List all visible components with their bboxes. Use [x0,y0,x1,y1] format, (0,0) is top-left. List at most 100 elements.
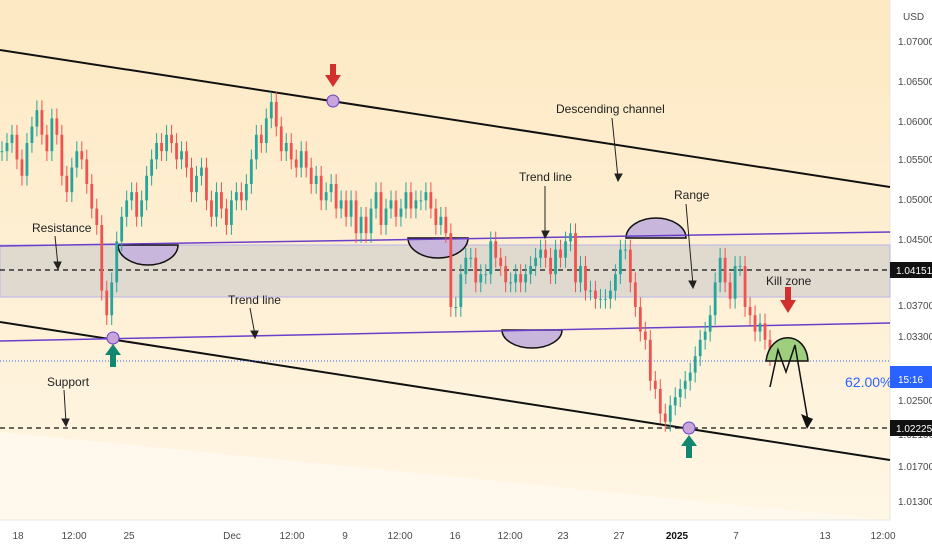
y-tick-label: 1.07000 [898,37,932,48]
candle-body [234,192,238,201]
candle-body [0,151,4,153]
pointer-trend-upper-head [541,230,550,240]
time-axis-panel [0,520,932,550]
projection-arrow-head [801,414,813,429]
x-tick-label: 2025 [666,531,689,542]
candle-body [364,216,368,234]
candle-body [80,151,84,160]
red-arrow-killzone-icon [780,287,796,313]
candle-body [743,265,747,307]
x-tick-label: 12:00 [497,531,522,542]
candle-body [334,183,338,209]
candle-body [389,200,393,209]
candle-body [479,274,483,283]
candle-body [559,249,562,258]
candle-body [10,134,14,143]
label-trend-line-upper: Trend line [519,170,572,184]
candle-body [614,274,617,291]
candle-body [633,282,637,307]
y-tick-label: 1.06000 [898,117,932,128]
candle-body [230,200,233,225]
timer-text: 15:16 [898,375,923,386]
candle-body [618,249,622,275]
y-tick-label: 1.01300 [898,497,932,508]
candle-body [5,142,9,152]
candle-body [519,274,523,283]
candle-body [434,208,438,225]
candle-body [514,274,518,283]
candle-body [678,388,682,398]
candle-body [738,265,742,267]
label-fib: 62.00% [845,374,892,390]
candle-body [728,282,732,299]
candle-body [379,192,383,225]
candle-body [190,167,193,193]
candle-body [763,323,767,340]
pointer-support [63,389,67,424]
candle-body [459,274,463,307]
candle-body [723,257,727,283]
candle-body [269,101,273,119]
candle-body [100,224,104,291]
candle-body [569,233,572,242]
pointer-range [685,203,694,286]
candle-body [115,241,119,283]
candle-body [50,118,54,152]
candle-body [439,216,443,225]
range-bubble-1 [117,244,179,266]
candle-body [499,257,503,266]
candle-body [45,134,49,152]
candle-body [648,339,652,381]
candle-body [599,298,602,300]
x-tick-label: 12:00 [387,531,412,542]
candle-body [130,192,134,201]
candle-body [404,192,408,209]
y-tick-label: 1.05500 [898,155,932,166]
candle-body [698,339,702,357]
touch-point-left [106,331,120,345]
y-tick-label: 1.02500 [898,396,932,407]
candle-body [544,249,547,258]
candle-body [564,241,567,258]
candle-body [254,134,258,160]
candle-body [30,126,34,143]
support-price-text: 1.02225 [896,424,932,435]
candle-body [584,265,587,291]
candle-body [638,306,642,332]
candle-body [449,233,453,307]
candle-body [289,142,293,160]
candle-body [75,151,79,168]
candle-body [409,192,413,209]
x-tick-label: Dec [223,531,241,542]
current-price-tag: 15:16 [890,366,932,388]
candle-body [464,257,468,275]
candle-body [90,183,94,209]
candle-body [703,331,707,340]
x-tick-label: 18 [12,531,24,542]
candle-body [484,274,488,276]
candle-body [155,142,158,160]
candle-body [160,142,163,152]
candle-body [264,118,268,143]
candle-body [589,290,592,292]
candle-body [753,315,757,332]
y-tick-label: 1.04500 [898,235,932,246]
candle-body [135,192,139,217]
candle-body [688,372,692,381]
touch-point-bottom [682,421,696,435]
label-range: Range [674,188,710,202]
candle-body [708,315,712,332]
candle-body [494,241,498,258]
candle-body [95,208,99,225]
candle-body [758,323,762,332]
candle-body [444,216,448,234]
candle-body [668,405,672,422]
candle-body [713,282,717,316]
candle-body [359,216,363,234]
x-tick-label: 23 [557,531,569,542]
candle-body [200,167,203,176]
candle-body [693,356,697,373]
candle-body [205,167,208,201]
candle-body [354,200,358,234]
candle-body [658,388,662,414]
